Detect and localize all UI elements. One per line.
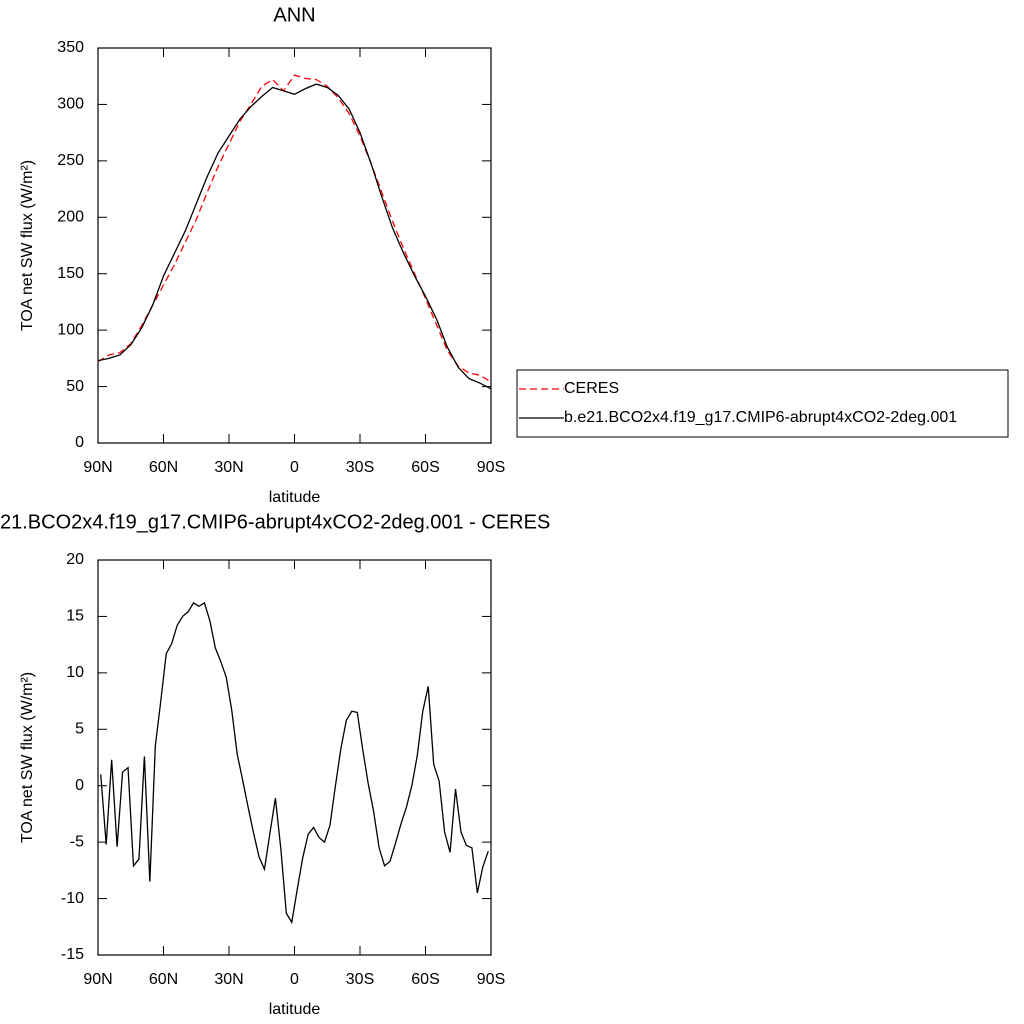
- plot-frame: [97, 47, 492, 444]
- x-tick-label: 60S: [411, 459, 439, 476]
- x-tick-label: 30S: [346, 459, 374, 476]
- y-tick-label: 300: [57, 96, 84, 113]
- legend-box: [516, 369, 1009, 438]
- x-tick-label: 60N: [149, 971, 178, 988]
- data-line: [97, 83, 492, 390]
- x-tick-label: 30N: [214, 459, 243, 476]
- y-axis-label: TOA net SW flux (W/m²): [19, 160, 36, 331]
- data-line: [100, 601, 489, 925]
- y-tick-label: 200: [57, 209, 84, 226]
- y-tick-label: 5: [75, 721, 84, 738]
- y-tick-label: 0: [75, 434, 84, 451]
- y-tick-label: 350: [57, 39, 84, 56]
- x-tick-label: 90S: [477, 459, 505, 476]
- y-tick-label: 150: [57, 265, 84, 282]
- x-tick-label: 0: [290, 971, 299, 988]
- x-tick-label: 0: [290, 459, 299, 476]
- y-tick-label: 10: [66, 664, 84, 681]
- legend-label: b.e21.BCO2x4.f19_g17.CMIP6-abrupt4xCO2-2…: [564, 409, 957, 426]
- y-tick-label: 250: [57, 152, 84, 169]
- x-tick-label: 90N: [83, 459, 112, 476]
- x-tick-label: 90N: [83, 971, 112, 988]
- x-tick-label: 30S: [346, 971, 374, 988]
- x-tick-label: 60N: [149, 459, 178, 476]
- y-tick-label: -5: [70, 833, 84, 850]
- x-tick-label: 30N: [214, 971, 243, 988]
- x-axis-label: latitude: [269, 489, 321, 506]
- x-tick-label: 60S: [411, 971, 439, 988]
- y-tick-label: 20: [66, 551, 84, 568]
- chart-title: ANN: [273, 4, 315, 26]
- legend-label: CERES: [564, 380, 619, 397]
- y-tick-label: 0: [75, 777, 84, 794]
- data-line: [97, 74, 492, 383]
- chart-title: 21.BCO2x4.f19_g17.CMIP6-abrupt4xCO2-2deg…: [0, 511, 550, 533]
- plot-frame: [97, 559, 492, 956]
- y-tick-label: -10: [61, 890, 84, 907]
- y-tick-label: -15: [61, 946, 84, 963]
- y-axis-label: TOA net SW flux (W/m²): [19, 672, 36, 843]
- x-tick-label: 90S: [477, 971, 505, 988]
- y-tick-label: 100: [57, 321, 84, 338]
- y-tick-label: 15: [66, 608, 84, 625]
- x-axis-label: latitude: [269, 1001, 321, 1018]
- y-tick-label: 50: [66, 378, 84, 395]
